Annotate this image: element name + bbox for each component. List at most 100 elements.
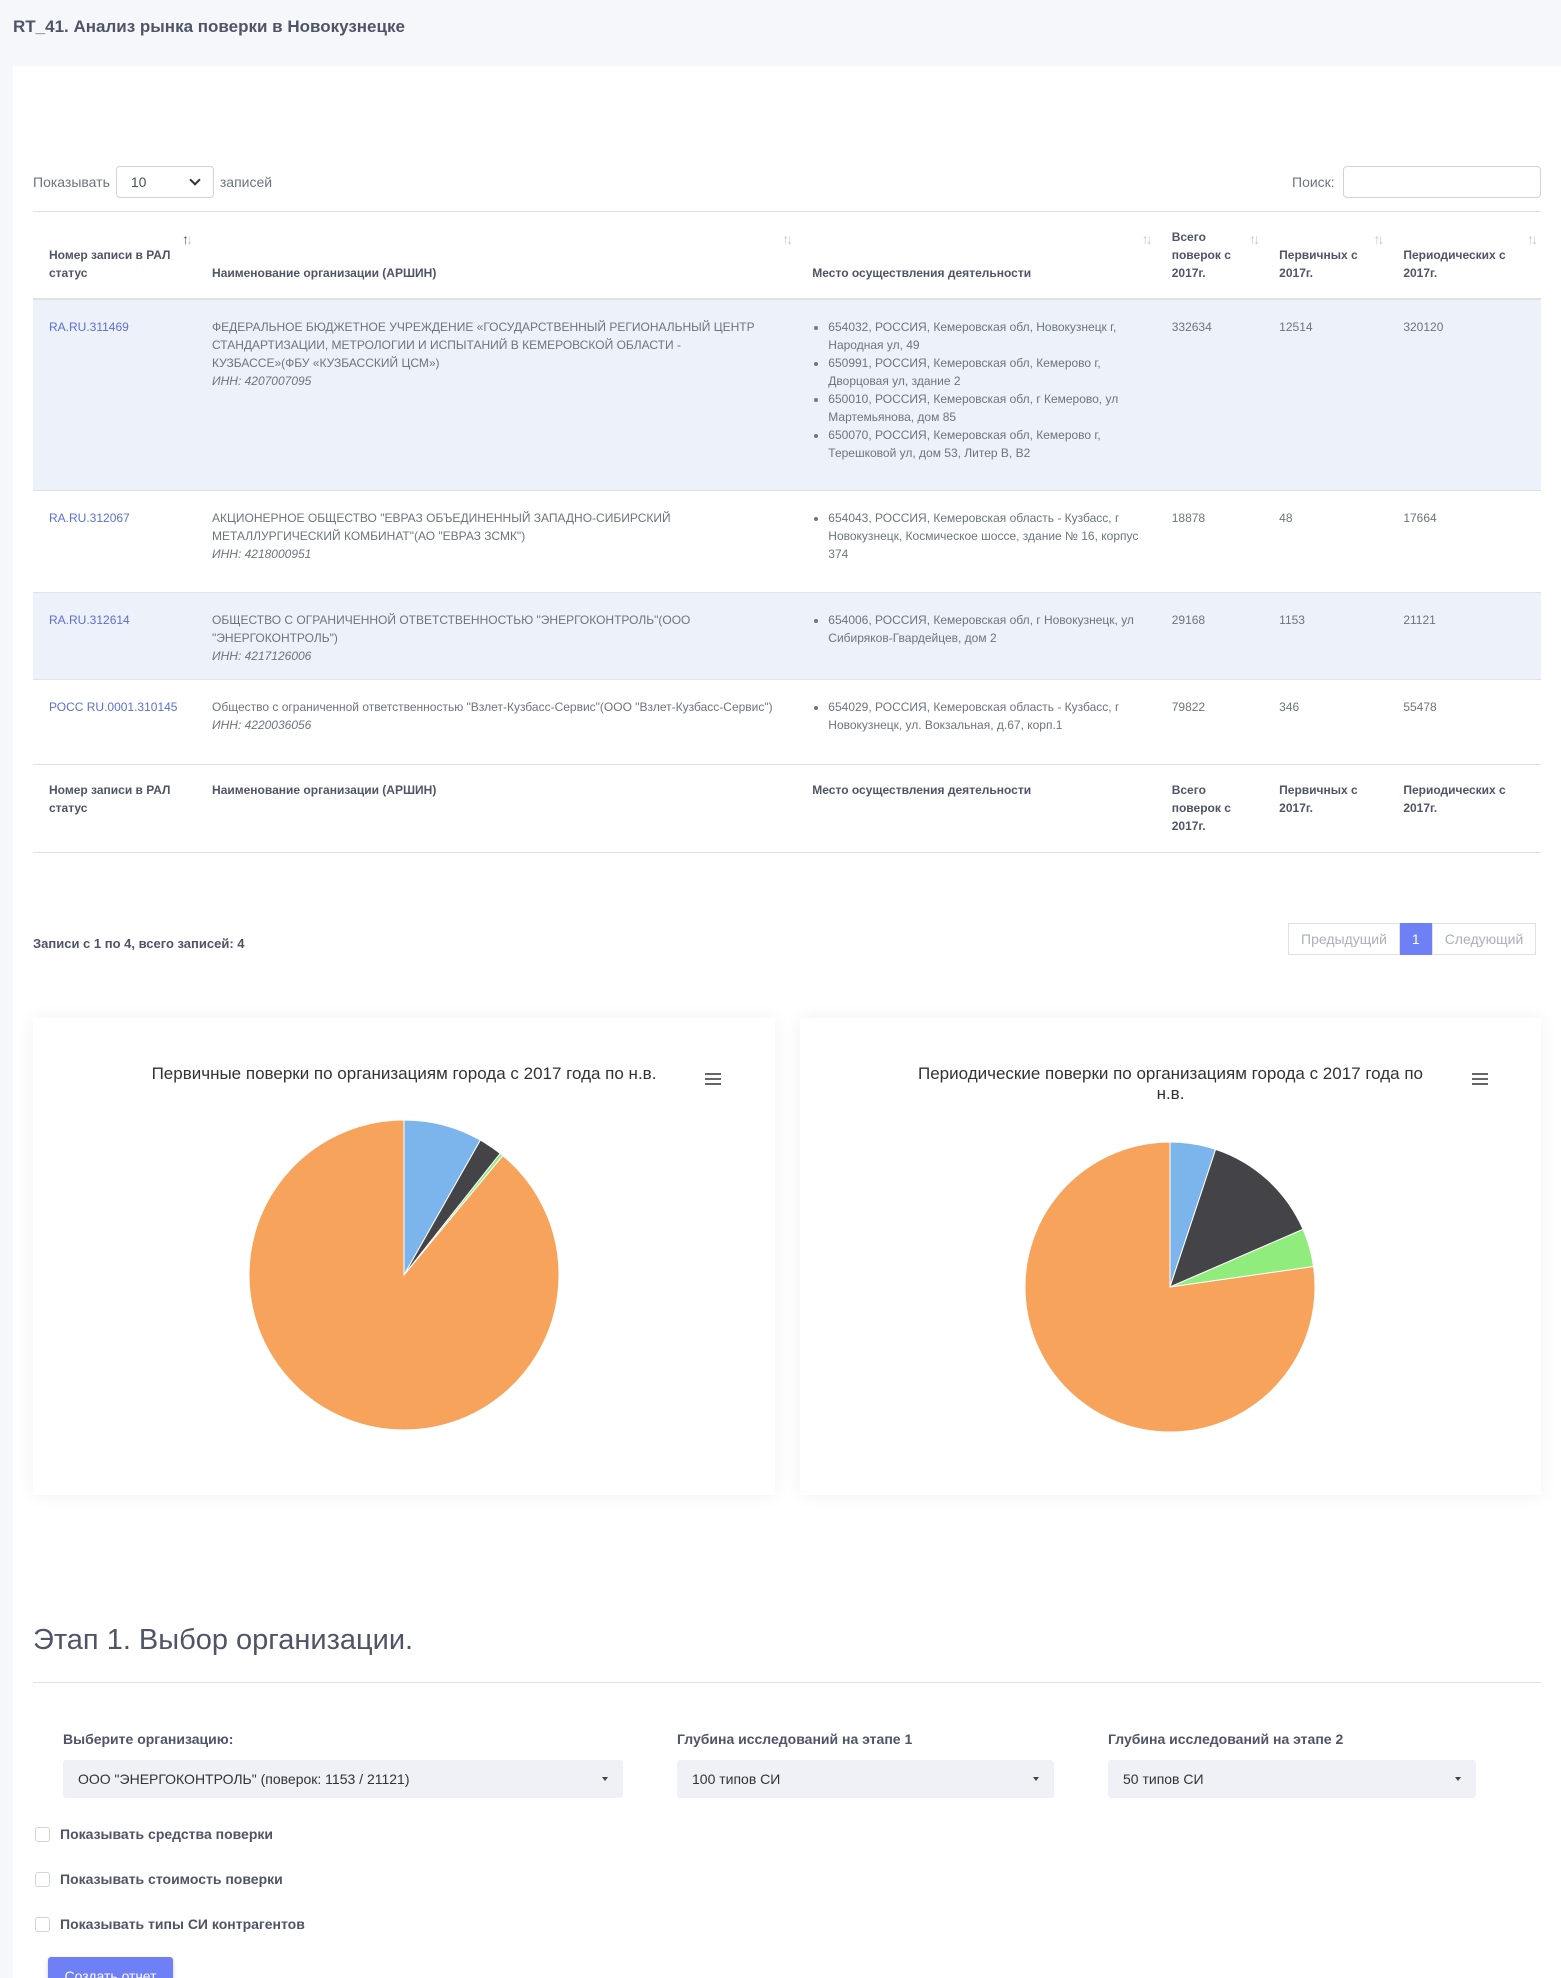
header-ral-number[interactable]: Номер записи в РАЛ статус ↑↓ [49, 231, 193, 280]
show-tools-checkbox[interactable]: Показывать средства поверки [35, 1826, 273, 1842]
primary-cell: 346 [1263, 679, 1388, 765]
search-label: Поиск: [1292, 174, 1335, 190]
address-item: 654029, РОССИЯ, Кемеровская область - Ку… [828, 698, 1139, 734]
footer-location: Место осуществления деятельности [796, 764, 1156, 853]
content-card: Показывать 10 записей Поиск: Номер запис… [13, 66, 1561, 1978]
total-cell: 29168 [1155, 592, 1264, 680]
checkbox-label: Показывать стоимость поверки [60, 1871, 283, 1887]
footer-org-name: Наименование организации (АРШИН) [196, 764, 797, 853]
header-org-name[interactable]: Наименование организации (АРШИН) ↑↓ [212, 231, 793, 280]
org-name: ФЕДЕРАЛЬНОЕ БЮДЖЕТНОЕ УЧРЕЖДЕНИЕ «ГОСУДА… [212, 319, 755, 370]
prev-page-button[interactable]: Предыдущий [1288, 923, 1400, 955]
sort-icon: ↑↓ [1373, 231, 1384, 247]
pagination: Предыдущий 1 Следующий [1288, 923, 1537, 955]
total-cell: 18878 [1155, 490, 1264, 593]
show-types-checkbox[interactable]: Показывать типы СИ контрагентов [35, 1916, 305, 1932]
periodic-chart-title-line1: Периодические поверки по организациям го… [917, 1064, 1423, 1083]
page-length-control: Показывать 10 записей [33, 166, 272, 198]
header-primary[interactable]: Первичных с 2017г. ↑↓ [1279, 231, 1384, 280]
address-item: 650010, РОССИЯ, Кемеровская обл, г Кемер… [828, 390, 1139, 426]
org-name: Общество с ограниченной ответственностью… [212, 700, 773, 714]
primary-cell: 12514 [1263, 298, 1388, 491]
search-control: Поиск: [1292, 166, 1541, 198]
org-inn: ИНН: 4220036056 [212, 718, 312, 732]
entries-label: записей [219, 174, 273, 190]
depth2-select[interactable]: 50 типов СИ [1108, 1760, 1476, 1798]
table-info: Записи с 1 по 4, всего записей: 4 [33, 936, 245, 951]
total-cell: 332634 [1155, 298, 1264, 491]
primary-chart-panel: Первичные поверки по организациям города… [33, 1018, 775, 1495]
header-periodic[interactable]: Периодических с 2017г. ↑↓ [1403, 231, 1538, 280]
org-name: ОБЩЕСТВО С ОГРАНИЧЕННОЙ ОТВЕТСТВЕННОСТЬЮ… [212, 613, 691, 645]
footer-total: Всего поверок с 2017г. [1155, 764, 1264, 853]
create-report-button[interactable]: Создать отчет [48, 1957, 173, 1978]
periodic-chart-title: Периодические поверки по организациям го… [800, 1064, 1541, 1104]
caret-down-icon [1033, 1777, 1039, 1781]
primary-pie-chart [248, 1119, 560, 1431]
depth2-label: Глубина исследований на этапе 2 [1108, 1731, 1344, 1747]
header-total[interactable]: Всего поверок с 2017г. ↑↓ [1171, 229, 1260, 280]
depth1-value: 100 типов СИ [692, 1771, 781, 1787]
show-cost-checkbox[interactable]: Показывать стоимость поверки [35, 1871, 283, 1887]
page-length-select[interactable]: 10 [115, 166, 214, 198]
depth1-select[interactable]: 100 типов СИ [677, 1760, 1054, 1798]
footer-periodic: Периодических с 2017г. [1387, 764, 1541, 853]
footer-primary: Первичных с 2017г. [1263, 764, 1388, 853]
periodic-cell: 17664 [1387, 490, 1541, 593]
org-inn: ИНН: 4218000951 [212, 547, 312, 561]
ral-link[interactable]: RA.RU.312067 [49, 511, 130, 525]
next-page-button[interactable]: Следующий [1431, 923, 1537, 955]
sort-icon: ↑↓ [182, 231, 193, 247]
pie-slice[interactable] [1169, 1148, 1304, 1288]
table-row: RA.RU.312614 ОБЩЕСТВО С ОГРАНИЧЕННОЙ ОТВ… [33, 592, 1541, 680]
show-label: Показывать [33, 174, 110, 190]
page-title: RT_41. Анализ рынка поверки в Новокузнец… [13, 17, 405, 36]
primary-cell: 48 [1263, 490, 1388, 593]
checkbox-label: Показывать типы СИ контрагентов [60, 1916, 305, 1932]
checkbox-box[interactable] [35, 1826, 50, 1842]
caret-down-icon [1455, 1777, 1461, 1781]
ral-link[interactable]: РОСС RU.0001.310145 [49, 700, 178, 714]
org-inn: ИНН: 4207007095 [212, 373, 312, 388]
footer-ral-number: Номер записи в РАЛ статус [33, 764, 197, 853]
org-select[interactable]: ООО "ЭНЕРГОКОНТРОЛЬ" (поверок: 1153 / 21… [63, 1760, 623, 1798]
checkbox-label: Показывать средства поверки [60, 1826, 274, 1842]
page-1-button[interactable]: 1 [1399, 923, 1432, 955]
table-row: RA.RU.312067 АКЦИОНЕРНОЕ ОБЩЕСТВО "ЕВРАЗ… [33, 490, 1541, 593]
depth1-label: Глубина исследований на этапе 1 [677, 1731, 913, 1747]
table-row: РОСС RU.0001.310145 Общество с ограничен… [33, 679, 1541, 765]
org-name: АКЦИОНЕРНОЕ ОБЩЕСТВО "ЕВРАЗ ОБЪЕДИНЕННЫЙ… [212, 511, 671, 543]
header-location[interactable]: Место осуществления деятельности ↑↓ [812, 231, 1153, 280]
address-item: 654006, РОССИЯ, Кемеровская обл, г Новок… [828, 611, 1139, 647]
org-inn: ИНН: 4217126006 [212, 649, 312, 663]
organizations-table: Номер записи в РАЛ статус ↑↓ Наименование… [33, 211, 1541, 853]
checkbox-box[interactable] [35, 1916, 50, 1932]
periodic-chart-panel: Периодические поверки по организациям го… [800, 1018, 1541, 1495]
total-cell: 79822 [1155, 679, 1264, 765]
chevron-down-icon [189, 174, 201, 186]
pie-slice[interactable] [1024, 1141, 1316, 1433]
periodic-pie-chart [1024, 1141, 1316, 1433]
ral-link[interactable]: RA.RU.311469 [49, 319, 129, 334]
depth2-value: 50 типов СИ [1123, 1771, 1204, 1787]
address-item: 654043, РОССИЯ, Кемеровская область - Ку… [828, 509, 1139, 563]
checkbox-box[interactable] [35, 1871, 50, 1887]
sort-icon: ↑↓ [1141, 231, 1153, 247]
ral-link[interactable]: RA.RU.312614 [49, 613, 130, 627]
page-length-value: 10 [130, 174, 147, 190]
divider [33, 1682, 1541, 1683]
sort-icon: ↑↓ [1249, 231, 1260, 247]
periodic-cell: 55478 [1387, 679, 1541, 765]
address-item: 650070, РОССИЯ, Кемеровская обл, Кемеров… [828, 426, 1139, 462]
pie-slice[interactable] [248, 1119, 560, 1431]
sort-icon: ↑↓ [1527, 231, 1538, 247]
search-input[interactable] [1342, 166, 1541, 198]
periodic-cell: 320120 [1387, 298, 1541, 491]
menu-icon[interactable] [1472, 1073, 1488, 1085]
menu-icon[interactable] [705, 1073, 721, 1085]
table-row: RA.RU.311469 ФЕДЕРАЛЬНОЕ БЮДЖЕТНОЕ УЧРЕЖ… [33, 298, 1541, 491]
sort-icon: ↑↓ [782, 231, 793, 247]
periodic-cell: 21121 [1387, 592, 1541, 680]
address-item: 650991, РОССИЯ, Кемеровская обл, Кемеров… [828, 354, 1139, 390]
caret-down-icon [602, 1777, 608, 1781]
